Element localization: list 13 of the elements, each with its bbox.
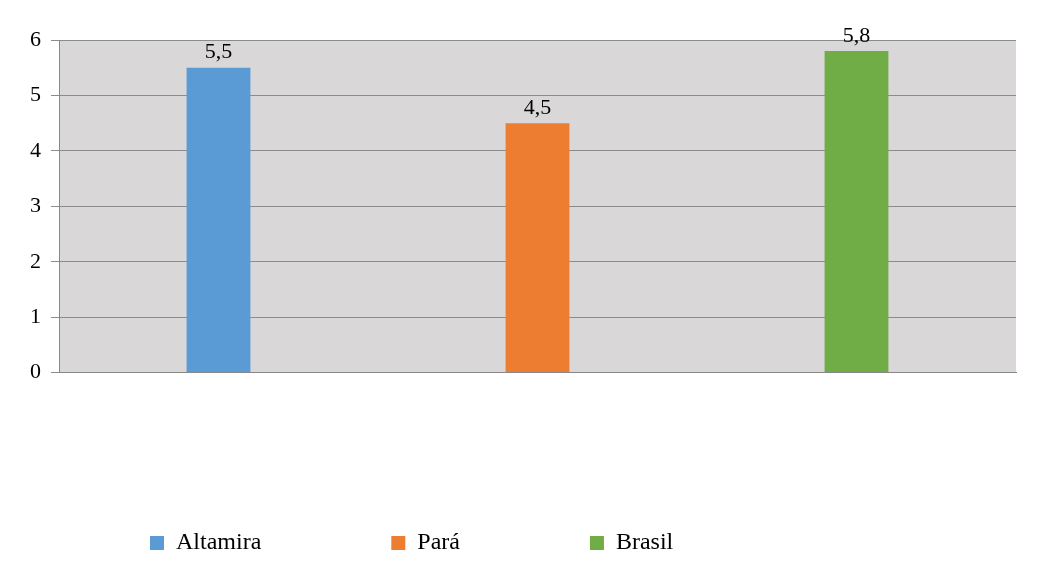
y-tick-label: 0 [30, 358, 41, 384]
y-tick-label: 6 [30, 25, 41, 51]
data-label: 5,5 [204, 38, 233, 64]
legend-label: Pará [417, 528, 461, 555]
y-tick-label: 4 [30, 136, 41, 162]
legend-label: Altamira [176, 528, 262, 555]
data-label: 5,8 [842, 21, 871, 47]
y-tick-label: 5 [30, 81, 41, 107]
legend-label: Brasil [615, 528, 674, 555]
y-tick-label: 2 [30, 247, 41, 273]
y-tick-label: 3 [30, 192, 41, 218]
y-tick-label: 1 [30, 302, 41, 328]
data-label: 4,5 [523, 93, 552, 119]
